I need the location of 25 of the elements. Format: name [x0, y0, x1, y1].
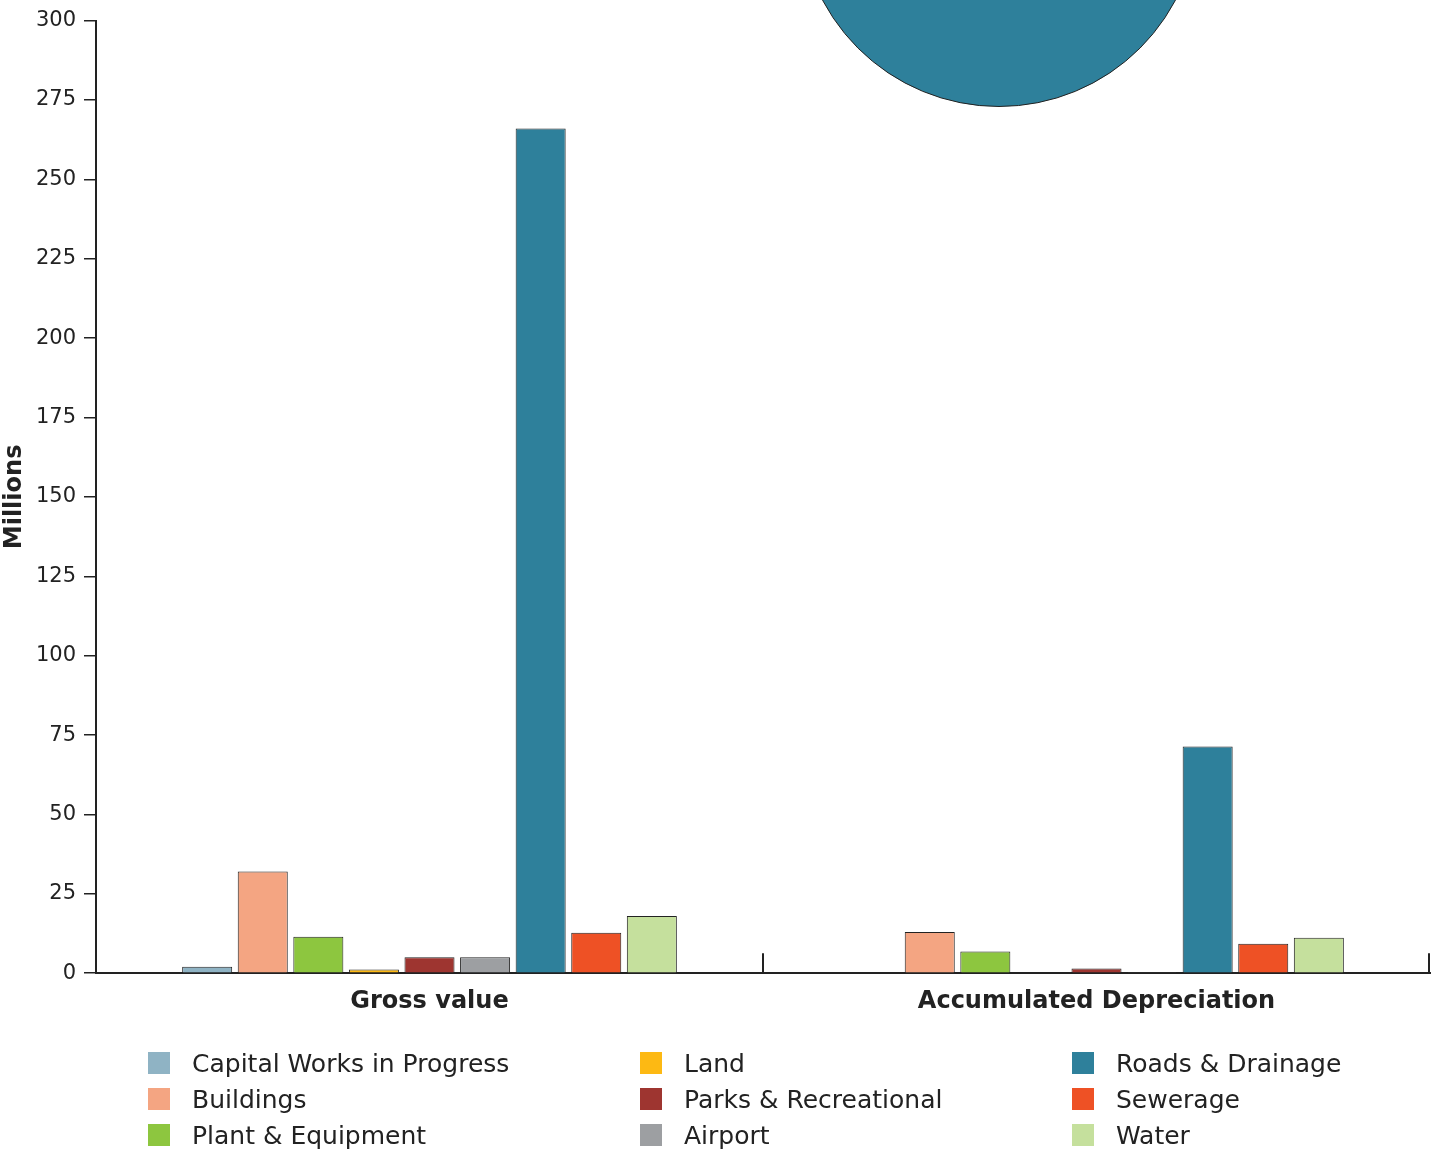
y-tick-label: 175 [35, 403, 76, 428]
y-tick-label: 225 [35, 245, 76, 270]
legend-label: Land [684, 1048, 745, 1078]
y-tick-label: 150 [35, 483, 76, 508]
y-tick-label: 275 [35, 86, 76, 111]
y-tick-label: 250 [35, 165, 76, 190]
y-tick-label: 0 [62, 959, 76, 984]
x-tick-label: Gross value [350, 985, 509, 1014]
legend-label: Airport [684, 1120, 770, 1150]
legend-label: Capital Works in Progress [192, 1048, 510, 1078]
legend-label: Sewerage [1116, 1084, 1240, 1114]
legend-label: Parks & Recreational [684, 1084, 943, 1114]
y-tick-label: 125 [35, 562, 76, 587]
y-tick-label: 100 [35, 642, 76, 667]
legend-label: Water [1116, 1120, 1190, 1150]
x-tick-label: Accumulated Depreciation [917, 985, 1276, 1014]
legend-label: Roads & Drainage [1116, 1048, 1342, 1078]
legend-label: Plant & Equipment [192, 1120, 427, 1150]
y-tick-label: 75 [49, 721, 76, 746]
y-tick-label: 50 [49, 800, 76, 825]
legend-label: Buildings [192, 1084, 307, 1114]
y-tick-label: 300 [35, 7, 76, 32]
y-tick-label: 25 [49, 880, 76, 905]
y-tick-label: 200 [35, 324, 76, 349]
y-axis-title: Millions [0, 444, 27, 550]
